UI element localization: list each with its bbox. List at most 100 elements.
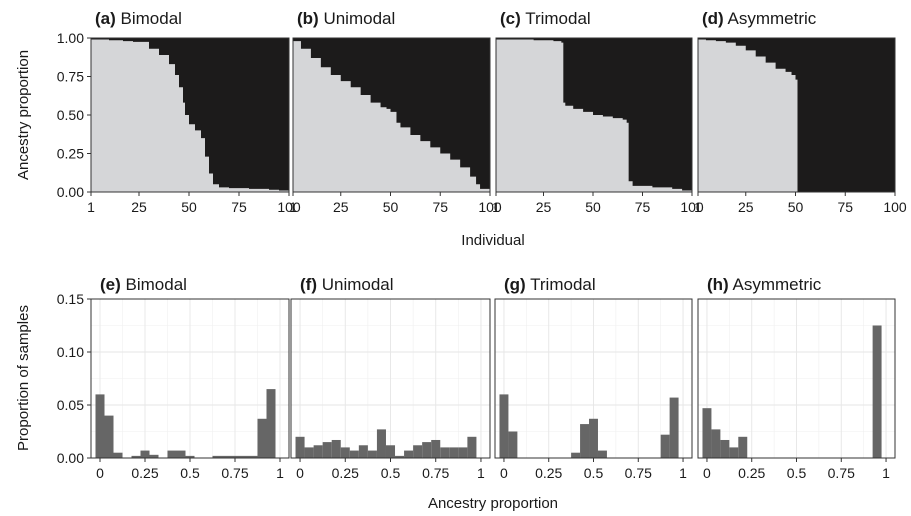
histogram-bar — [440, 447, 450, 458]
histogram-bar — [580, 424, 590, 458]
x-tick-label: 0.25 — [332, 465, 359, 481]
y-tick-label: 0.50 — [57, 107, 84, 123]
histogram-bar — [467, 436, 477, 458]
panel-title: (e) Bimodal — [100, 275, 187, 294]
panel-border — [495, 37, 693, 193]
x-tick-label: 25 — [738, 199, 754, 215]
panel-name: Unimodal — [319, 9, 396, 28]
panel-1 — [90, 37, 290, 193]
x-tick-label: 25 — [333, 199, 349, 215]
histogram-bar — [508, 431, 518, 458]
histogram-bar — [176, 450, 186, 458]
histogram-bar — [449, 447, 459, 458]
panel-name: Bimodal — [116, 9, 182, 28]
histogram-bar — [738, 436, 748, 458]
histogram-bar — [422, 442, 432, 458]
histogram-bar — [313, 445, 323, 458]
panel-name: Unimodal — [317, 275, 394, 294]
x-tick-label: 1 — [477, 465, 485, 481]
histogram-bar — [295, 436, 305, 458]
histogram-bar — [702, 408, 712, 458]
x-tick-label: 25 — [131, 199, 147, 215]
panel-border — [697, 37, 896, 193]
histogram-bar — [404, 450, 414, 458]
panel-name: Trimodal — [521, 9, 591, 28]
x-tick-label: 75 — [837, 199, 853, 215]
x-tick-label: 0.5 — [180, 465, 200, 481]
histogram-bar — [458, 447, 468, 458]
panel-title: (a) Bimodal — [95, 9, 182, 28]
panel-title: (f) Unimodal — [300, 275, 394, 294]
x-tick-label: 1 — [679, 465, 687, 481]
y-tick-label: 0.75 — [57, 69, 84, 85]
histogram-bar — [230, 455, 240, 458]
histogram-bar — [597, 450, 607, 458]
panel-2 — [292, 37, 491, 193]
histogram-bar — [212, 455, 222, 458]
histogram-bar — [140, 450, 150, 458]
panel-name: Bimodal — [121, 275, 187, 294]
x-tick-label: 1 — [289, 199, 297, 215]
x-tick-label: 1 — [694, 199, 702, 215]
x-tick-label: 100 — [883, 199, 907, 215]
histogram-bar — [257, 418, 267, 458]
y-tick-label: 0.25 — [57, 146, 84, 162]
panel-title: (g) Trimodal — [504, 275, 596, 294]
x-tick-label: 0 — [703, 465, 711, 481]
x-tick-label: 50 — [585, 199, 601, 215]
x-tick-label: 0.25 — [535, 465, 562, 481]
x-tick-label: 75 — [231, 199, 247, 215]
histogram-bar — [385, 445, 396, 458]
histogram-bar — [431, 439, 441, 458]
panel-4 — [697, 37, 896, 193]
x-tick-label: 1 — [882, 465, 890, 481]
x-tick-label: 0.75 — [221, 465, 248, 481]
histogram-bar — [711, 429, 721, 458]
panel-5 — [90, 298, 290, 459]
panel-label: (c) — [500, 9, 521, 28]
y-axis-title: Proportion of samples — [15, 305, 32, 451]
x-tick-label: 0.25 — [131, 465, 158, 481]
histogram-bar — [720, 439, 730, 458]
histogram-bar — [322, 442, 332, 458]
x-tick-label: 100 — [277, 199, 301, 215]
histogram-bar — [349, 450, 359, 458]
x-tick-label: 50 — [181, 199, 197, 215]
panel-label: (g) — [504, 275, 526, 294]
x-tick-label: 0.5 — [381, 465, 401, 481]
y-tick-label: 0.15 — [57, 291, 84, 307]
y-axis-title: Ancestry proportion — [15, 50, 32, 180]
panel-border — [292, 37, 491, 193]
panel-label: (b) — [297, 9, 319, 28]
x-tick-label: 1 — [276, 465, 284, 481]
histogram-bar — [248, 455, 258, 458]
panel-label: (a) — [95, 9, 116, 28]
x-tick-label: 100 — [680, 199, 704, 215]
panel-3 — [495, 37, 693, 193]
histogram-bar — [367, 450, 377, 458]
panel-title: (h) Asymmetric — [707, 275, 822, 294]
lower-component-area — [698, 39, 895, 192]
histogram-bar — [571, 452, 581, 458]
histogram-bar — [95, 394, 105, 458]
lower-component-area — [496, 39, 692, 192]
panel-name: Trimodal — [526, 275, 596, 294]
histogram-bar — [395, 455, 405, 458]
x-axis-title: Individual — [461, 232, 524, 249]
histogram-bar — [185, 455, 195, 458]
histogram-bar — [660, 434, 670, 458]
histogram-bar — [167, 450, 177, 458]
y-tick-label: 0.10 — [57, 344, 84, 360]
x-tick-label: 50 — [788, 199, 804, 215]
histogram-bar — [872, 325, 882, 458]
y-tick-label: 1.00 — [57, 30, 84, 46]
x-tick-label: 75 — [432, 199, 448, 215]
histogram-bar — [376, 429, 386, 458]
histogram-bar — [304, 447, 314, 458]
histogram-bar — [413, 445, 423, 458]
histogram-bar — [104, 415, 114, 458]
histogram-bar — [358, 445, 368, 458]
x-tick-label: 100 — [478, 199, 502, 215]
x-tick-label: 1 — [87, 199, 95, 215]
